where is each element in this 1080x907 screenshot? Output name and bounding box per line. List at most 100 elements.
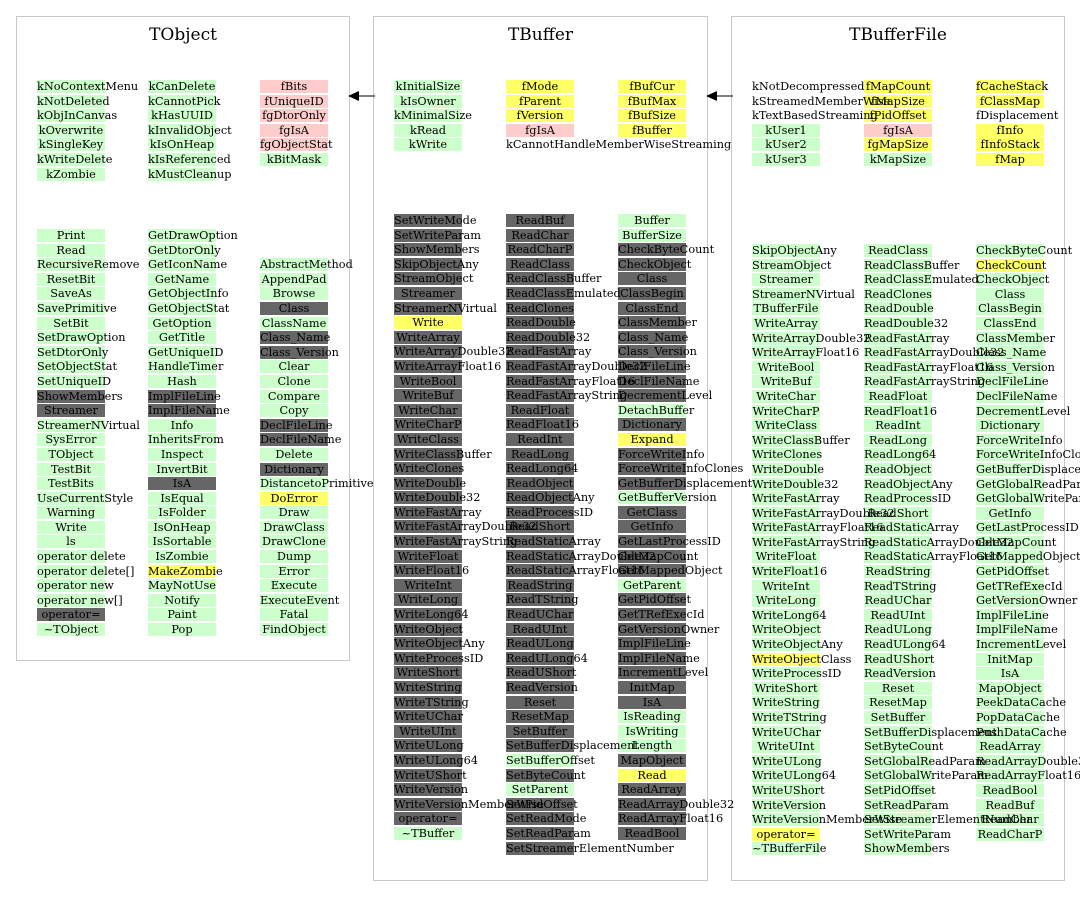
member-label: GetVersionOwner xyxy=(618,622,720,636)
member-cell: DistancetoPrimitive xyxy=(260,477,374,491)
member-cell: Streamer xyxy=(752,273,820,287)
member-label: fUniqueID xyxy=(264,94,324,108)
member-cell: SetParent xyxy=(506,783,574,797)
member-cell: kOverwrite xyxy=(37,123,105,137)
member-cell: GetIconName xyxy=(148,258,227,272)
member-label: InheritsFrom xyxy=(148,433,224,447)
member-label: kIsOnHeap xyxy=(149,138,215,152)
member-cell: InitMap xyxy=(618,681,686,694)
member-label: SetStreamerElementNumber xyxy=(506,841,674,855)
member-cell: SetWriteParam xyxy=(394,228,481,242)
member-cell: kUser2 xyxy=(752,138,820,152)
member-label: ReadShort xyxy=(509,520,571,534)
member-label: fgIsA xyxy=(525,123,555,137)
member-label: DetachBuffer xyxy=(618,403,695,417)
member-label: ClassEnd xyxy=(625,301,679,315)
member-cell: fgIsA xyxy=(260,123,328,137)
member-cell: WriteFastArrayString xyxy=(394,535,517,549)
member-cell: GetMapCount xyxy=(976,535,1056,549)
member-label: WriteUChar xyxy=(394,710,463,724)
member-cell: ReadShort xyxy=(864,506,932,520)
member-cell: fInfoStack xyxy=(976,138,1044,152)
member-cell: WriteFloat16 xyxy=(394,564,469,578)
member-label: kZombie xyxy=(46,167,96,181)
member-label: WriteObjectAny xyxy=(394,637,485,651)
member-label: Browse xyxy=(272,287,316,301)
member-label: GetMappedObject xyxy=(618,564,723,578)
member-cell: ReadFloat16 xyxy=(506,418,579,432)
member-cell: SetByteCount xyxy=(506,768,585,782)
member-label: ImplFileLine xyxy=(618,637,691,651)
member-cell: AbstractMethod xyxy=(260,258,353,272)
member-label: fgDtorOnly xyxy=(262,109,326,123)
member-label: GetParent xyxy=(623,578,681,592)
member-cell: WriteInt xyxy=(394,578,462,592)
member-label: WriteFastArrayDouble32 xyxy=(394,520,537,534)
member-label: Streamer xyxy=(759,273,813,287)
member-label: kIsOwner xyxy=(400,94,456,108)
member-cell: MakeZombie xyxy=(148,564,223,578)
member-label: kWrite xyxy=(408,138,448,152)
member-cell: ReadCharP xyxy=(506,243,574,257)
member-cell: WriteClass xyxy=(394,432,462,446)
member-label: fBuffer xyxy=(632,123,672,137)
member-cell: fgIsA xyxy=(864,123,932,137)
member-label: Clone xyxy=(277,374,311,388)
member-cell: SetPidOffset xyxy=(506,797,578,811)
member-label: ReadDouble xyxy=(506,316,576,330)
member-cell: WriteClassBuffer xyxy=(752,433,850,447)
member-cell: WriteClassBuffer xyxy=(394,447,492,461)
member-label: IsReading xyxy=(623,710,681,724)
member-label: Read xyxy=(637,768,667,782)
member-label: Inspect xyxy=(160,447,204,461)
member-cell: WriteUChar xyxy=(394,710,463,724)
member-label: WriteVersionMemberWise xyxy=(752,813,902,827)
member-cell: WriteUChar xyxy=(752,725,821,739)
member-label: WriteFastArrayFloat16 xyxy=(752,521,884,535)
member-cell: WriteClones xyxy=(394,462,464,476)
member-label: WriteProcessID xyxy=(394,651,484,665)
member-label: Hash xyxy=(167,374,197,388)
member-cell: ReadFastArrayString xyxy=(506,389,627,403)
member-cell: WriteDouble xyxy=(752,462,824,476)
member-cell: kUser1 xyxy=(752,123,820,137)
member-label: Class_Version xyxy=(260,345,339,359)
member-cell: DoError xyxy=(260,491,328,505)
member-cell: ForceWriteInfo xyxy=(618,447,705,461)
member-label: StreamObject xyxy=(752,258,832,272)
member-cell: SetBufferDisplacement xyxy=(864,725,997,739)
member-cell: WriteObjectClass xyxy=(752,652,851,666)
member-cell: Copy xyxy=(260,404,328,418)
member-label: CheckObject xyxy=(976,273,1050,287)
member-cell: MayNotUse xyxy=(148,579,216,593)
member-cell: ReadULong64 xyxy=(506,651,588,665)
member-cell: WriteULong xyxy=(394,739,464,753)
member-label: WriteBool xyxy=(757,360,815,374)
member-cell: IsSortable xyxy=(148,535,216,549)
member-label: MakeZombie xyxy=(148,564,223,578)
member-cell: ReadLong64 xyxy=(864,448,936,462)
member-cell: ReadClass xyxy=(506,257,574,271)
member-label: Dump xyxy=(276,550,312,564)
member-cell: kStreamedMemberWise xyxy=(752,95,890,108)
member-label: GetMapCount xyxy=(976,535,1057,549)
member-label: kMapSize xyxy=(869,152,927,166)
member-label: kTextBasedStreaming xyxy=(752,109,878,123)
member-label: ReadInt xyxy=(517,432,563,446)
member-cell: WriteFastArrayDouble32 xyxy=(752,506,895,520)
member-label: IsA xyxy=(642,695,662,709)
member-label: GetBufferVersion xyxy=(618,491,717,505)
member-label: ReadBuf xyxy=(515,214,565,227)
member-label: WriteDouble xyxy=(394,476,467,490)
member-label: ReadCharP xyxy=(977,827,1043,841)
member-label: ClassBegin xyxy=(620,286,684,300)
member-cell: kHasUUID xyxy=(148,109,216,123)
member-label: fMapCount xyxy=(865,80,931,93)
member-label: ReadBool xyxy=(982,783,1038,797)
member-label: ResetMap xyxy=(511,710,569,724)
member-cell: Write xyxy=(394,316,462,330)
member-label: WriteClones xyxy=(752,448,823,462)
member-cell: SetObjectStat xyxy=(37,360,117,374)
member-cell: IsFolder xyxy=(148,506,216,520)
member-label: WriteString xyxy=(394,681,462,694)
